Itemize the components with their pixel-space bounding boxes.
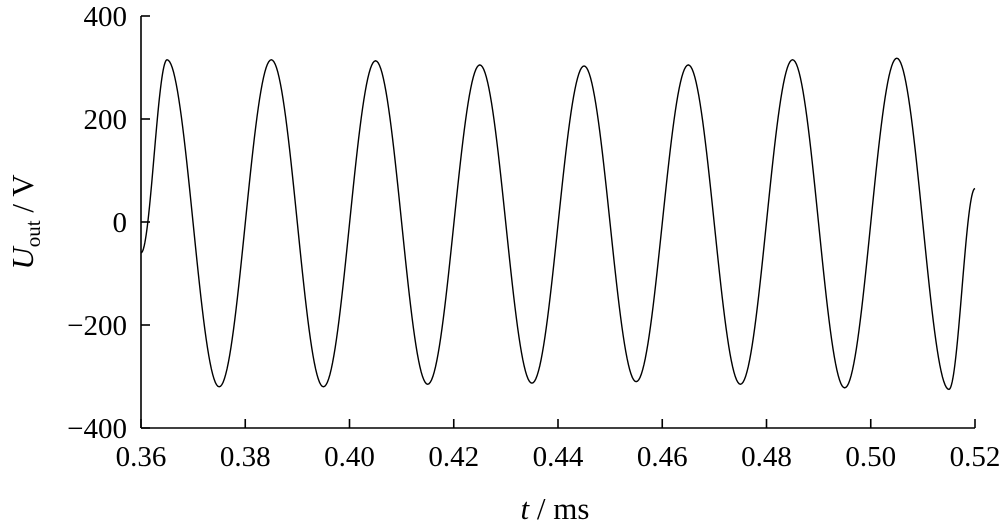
x-tick-label: 0.40 (324, 441, 375, 473)
y-tick-label: 0 (113, 207, 128, 239)
y-axis-label-sub: out (21, 220, 45, 247)
x-axis-label-unit: / ms (529, 491, 589, 526)
x-tick-label: 0.52 (950, 441, 1000, 473)
series-group (140, 57, 976, 391)
y-tick-label: −200 (67, 310, 127, 342)
y-axis-label-unit: / V (5, 174, 40, 221)
x-axis-label: t / ms (521, 491, 590, 526)
x-tick-label: 0.44 (533, 441, 584, 473)
x-tick-label: 0.42 (428, 441, 479, 473)
series-line-uout (140, 57, 976, 391)
x-tick-label: 0.36 (116, 441, 167, 473)
y-ticks: 400 200 0 −200 −400 (67, 1, 150, 445)
y-axis-label: Uout / V (5, 174, 45, 270)
x-tick-label: 0.38 (220, 441, 271, 473)
y-tick-label: −400 (67, 413, 127, 445)
x-tick-label: 0.50 (845, 441, 896, 473)
y-tick-label: 400 (84, 1, 128, 33)
y-axis-label-var: U (5, 245, 40, 270)
x-tick-label: 0.46 (637, 441, 688, 473)
x-ticks: 0.36 0.38 0.40 0.42 0.44 0.46 0.48 0.50 0.52 (116, 419, 1000, 473)
x-axis-label-var: t (521, 491, 531, 526)
y-tick-label: 200 (84, 104, 128, 136)
x-tick-label: 0.48 (741, 441, 792, 473)
